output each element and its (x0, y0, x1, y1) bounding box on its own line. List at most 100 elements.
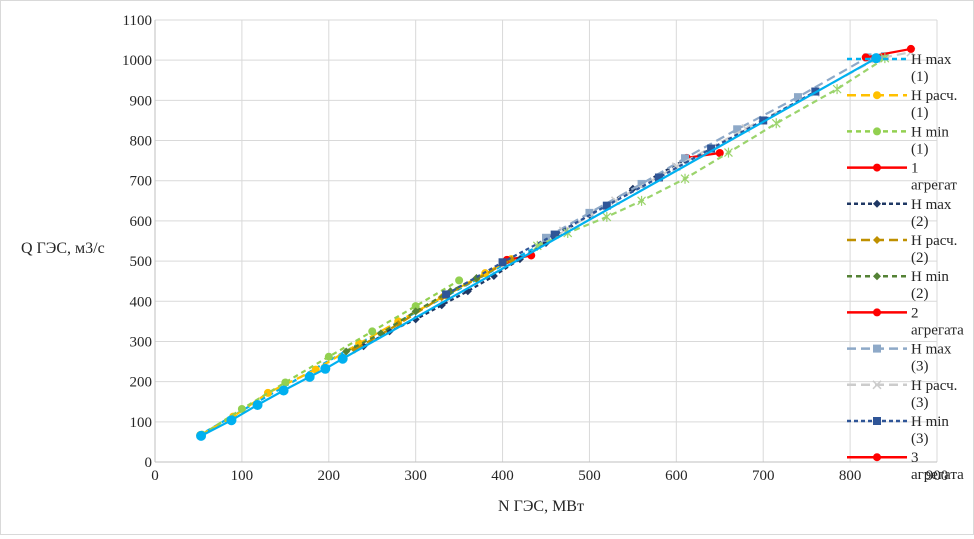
legend-label-cont: (3) (911, 395, 929, 411)
legend-label-cont: (3) (911, 431, 929, 447)
legend-label: H max (911, 197, 952, 213)
data-point (411, 302, 420, 311)
data-point (237, 404, 246, 413)
legend-label-cont: (1) (911, 69, 929, 85)
data-point (602, 211, 612, 222)
legend-marker (873, 344, 881, 353)
data-point (832, 84, 842, 95)
data-point (550, 230, 559, 239)
data-point (278, 385, 289, 396)
legend-marker (872, 380, 882, 390)
legend-entry: H расч.(3) (847, 378, 957, 411)
data-point (304, 371, 315, 382)
data-point (324, 352, 333, 361)
legend-entry: H min(2) (847, 269, 949, 302)
x-tick-label: 200 (318, 468, 341, 484)
legend-label-cont: (2) (911, 286, 929, 302)
legend-label: H расч. (911, 88, 957, 104)
y-tick-label: 800 (130, 134, 153, 150)
legend-label: 3 (911, 450, 919, 466)
legend-label-cont: (1) (911, 105, 929, 121)
series-layer (196, 44, 916, 441)
data-point (196, 430, 207, 441)
legend-entry: H min(1) (847, 124, 949, 157)
y-axis-label: Q ГЭС, м3/с (21, 240, 105, 257)
legend-label: H max (911, 52, 952, 68)
x-axis-label: N ГЭС, МВт (498, 498, 584, 515)
data-point (906, 44, 915, 53)
data-point (715, 149, 724, 158)
legend-label: H min (911, 124, 949, 140)
legend-label-cont: (3) (911, 359, 929, 375)
data-point (455, 276, 464, 285)
legend-marker (873, 236, 881, 244)
x-tick-label: 100 (231, 468, 254, 484)
x-tick-label: 500 (578, 468, 601, 484)
legend-label: H расч. (911, 378, 957, 394)
y-tick-label: 500 (130, 254, 153, 270)
x-tick-label: 0 (151, 468, 159, 484)
series-2 (197, 276, 464, 439)
legend-marker (873, 417, 881, 425)
legend-entry: H max(2) (847, 197, 952, 230)
legend-label-cont: (1) (911, 141, 929, 157)
legend-entry: H max(3) (847, 342, 952, 375)
y-tick-label: 400 (130, 294, 153, 310)
legend-entry: H расч.(1) (847, 88, 957, 121)
data-point (707, 144, 716, 153)
series-13 (196, 53, 882, 441)
y-tick-label: 300 (130, 334, 153, 350)
data-point (411, 307, 420, 316)
data-point (498, 258, 507, 267)
y-tick-label: 100 (130, 415, 153, 431)
legend-label: H max (911, 342, 952, 358)
legend-label: 2 (911, 305, 919, 321)
legend-entry: H max(1) (847, 52, 952, 85)
legend-entry: H min(3) (847, 414, 949, 447)
legend-entry: H расч.(2) (847, 233, 957, 266)
data-point (342, 347, 351, 356)
data-point (681, 154, 690, 163)
series-line (545, 55, 885, 239)
legend-label-cont: (2) (911, 250, 929, 266)
x-tick-label: 900 (926, 468, 949, 484)
data-point (320, 363, 331, 374)
data-point (680, 173, 690, 184)
legend-marker (873, 199, 881, 208)
series-line (445, 90, 816, 296)
data-point (542, 233, 550, 242)
y-tick-label: 600 (130, 214, 153, 230)
x-tick-label: 600 (665, 468, 688, 484)
y-tick-label: 200 (130, 375, 153, 391)
legend-label-cont: агрегата (911, 322, 964, 338)
data-point (724, 147, 733, 158)
y-tick-label: 1100 (123, 13, 152, 29)
legend-marker (873, 163, 881, 172)
legend-marker (873, 127, 881, 136)
data-point (733, 125, 742, 134)
data-point (602, 201, 611, 210)
legend-marker (873, 272, 881, 281)
y-tick-label: 900 (130, 93, 153, 109)
y-tick-label: 0 (145, 455, 153, 471)
axes: 0 100 200 300 400 500 600 700 800 900 1000 1100 0 100… (122, 13, 948, 484)
series-line (345, 277, 477, 353)
legend-label: H min (911, 414, 949, 430)
data-point (442, 290, 451, 299)
data-point (654, 173, 663, 182)
y-tick-label: 700 (130, 174, 153, 190)
data-point (771, 118, 781, 129)
x-tick-label: 700 (752, 468, 775, 484)
data-point (585, 208, 594, 217)
data-point (252, 399, 263, 410)
x-tick-label: 300 (404, 468, 427, 484)
data-point (637, 179, 646, 188)
data-point (368, 327, 377, 336)
data-point (759, 116, 768, 125)
legend-label-cont: агрегат (911, 178, 957, 194)
legend-marker (873, 91, 881, 100)
